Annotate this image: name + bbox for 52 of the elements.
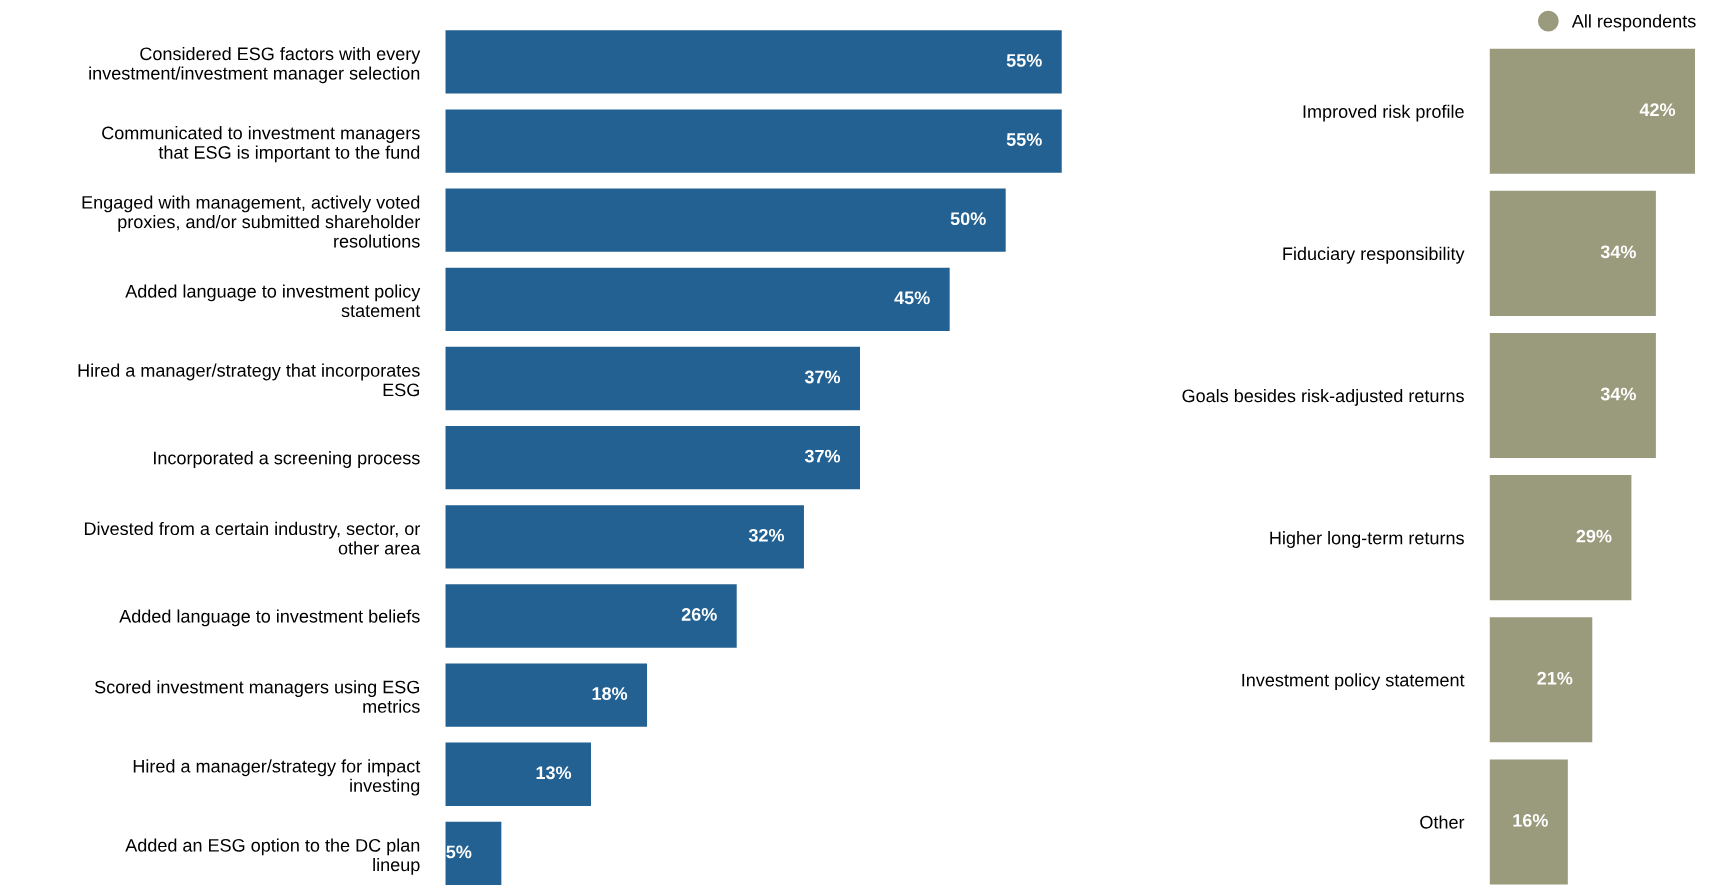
legend-label: All respondents <box>1571 14 1696 32</box>
bar <box>1489 190 1656 316</box>
bar <box>445 584 737 648</box>
y-tick-label: Incorporated a screening process <box>154 451 420 468</box>
data-label: 34% <box>1600 245 1636 259</box>
y-tick-label: Engaged with management, actively voted proxies, and/or submitted shareholder resolutions <box>82 195 421 248</box>
data-label: 37% <box>804 370 841 384</box>
data-label: 18% <box>592 687 628 700</box>
data-label: 55% <box>1006 54 1042 67</box>
y-tick-label: Hired a manager/strategy for impact investing <box>133 759 421 796</box>
data-label: 16% <box>1513 813 1548 827</box>
bar <box>445 30 1062 94</box>
y-tick-label: Added an ESG option to the DC plan lineup <box>125 838 420 875</box>
bar <box>1489 759 1568 885</box>
y-tick-label: Added language to investment policy statement <box>125 284 421 318</box>
y-tick-label: Hired a manager/strategy that incorporates ESG <box>78 363 420 397</box>
y-tick-label: Goals besides risk-adjusted returns <box>1182 388 1464 406</box>
y-tick-label: Improved risk profile <box>1303 104 1464 122</box>
data-label: 21% <box>1537 671 1573 685</box>
y-tick-label: Considered ESG factors with every investment/investment manager selection <box>89 46 421 84</box>
bar <box>445 742 592 806</box>
y-tick-label: Higher long-term returns <box>1270 531 1464 548</box>
bar <box>445 663 648 727</box>
bar <box>445 426 860 490</box>
bar <box>445 267 950 332</box>
data-label: 55% <box>1006 133 1042 146</box>
bar <box>445 821 502 886</box>
bar <box>1489 48 1696 174</box>
bar <box>1489 332 1656 459</box>
data-label: 26% <box>681 608 717 621</box>
y-tick-label: Other <box>1420 815 1465 829</box>
y-tick-label: Scored investment managers using ESG metrics <box>94 680 420 713</box>
data-label: 37% <box>804 449 841 463</box>
bar <box>445 188 1006 252</box>
data-label: 50% <box>950 212 986 226</box>
data-label: 13% <box>536 766 572 780</box>
bar <box>1489 475 1632 601</box>
data-label: 29% <box>1576 529 1612 543</box>
bar <box>445 505 804 569</box>
data-label: 5% <box>446 845 472 859</box>
bar <box>445 346 860 411</box>
y-tick-label: Divested from a certain industry, sector, or other area <box>84 521 421 555</box>
y-tick-label: Added language to investment beliefs <box>119 609 420 627</box>
bar <box>445 109 1062 173</box>
y-tick-label: Investment policy statement <box>1242 673 1465 691</box>
y-tick-label: Communicated to investment managers that ESG is important to the fund <box>102 126 420 163</box>
y-tick-label: Fiduciary responsibility <box>1283 246 1465 264</box>
data-label: 34% <box>1600 387 1636 401</box>
data-label: 32% <box>748 528 785 542</box>
data-label: 42% <box>1639 103 1676 117</box>
bar <box>1489 617 1593 743</box>
data-label: 45% <box>894 291 930 305</box>
